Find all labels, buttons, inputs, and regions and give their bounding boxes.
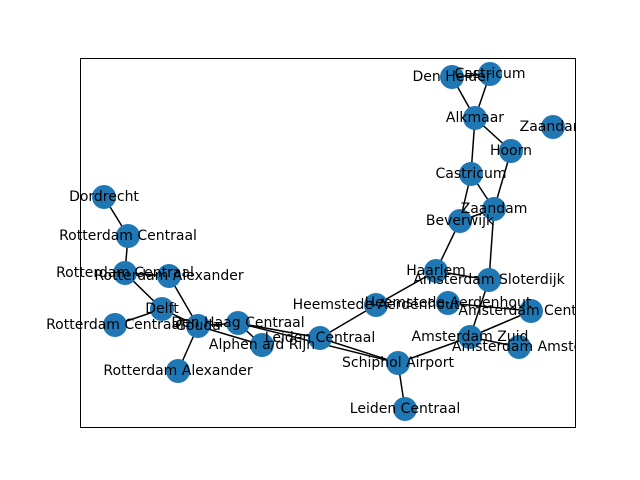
node-label-n24: Gouda [175, 318, 221, 334]
node-label-n5: Castricum [436, 166, 507, 182]
node-label-n18: Dordrecht [69, 189, 139, 205]
node-n26 [250, 333, 274, 357]
node-label-n2: Alkmaar [446, 110, 504, 126]
node-label-n10: Heemstede-Aerdenhout [293, 297, 460, 313]
node-label-n22: Delft [145, 301, 179, 317]
node-label-n1: Castricum [455, 66, 526, 82]
node-n18 [92, 185, 116, 209]
node-label-n7: Beverwijk [426, 213, 495, 229]
node-n11 [436, 291, 460, 315]
node-n5 [459, 162, 483, 186]
node-label-n21: Rotterdam Alexander [94, 268, 243, 284]
node-n27 [166, 359, 190, 383]
node-label-n9: Amsterdam Sloterdijk [413, 272, 565, 288]
plot-frame [80, 58, 576, 428]
node-n0 [440, 65, 464, 89]
node-n15 [308, 326, 332, 350]
node-n13 [458, 325, 482, 349]
node-n17 [393, 397, 417, 421]
node-label-n27: Rotterdam Alexander [103, 363, 252, 379]
node-label-n26: Alphen a/d Rijn [209, 337, 315, 353]
node-n20 [113, 261, 137, 285]
node-label-n25: Den Haag Centraal [171, 315, 304, 331]
label-layer: Den HelderCastricumAlkmaarZaandamHoornCa… [46, 66, 603, 417]
node-label-n11: Heemstede-Aerdenhout [365, 295, 532, 311]
node-n19 [116, 224, 140, 248]
node-n16 [386, 351, 410, 375]
node-n14 [507, 335, 531, 359]
node-label-n15: Leiden Centraal [265, 330, 375, 346]
node-n3 [541, 115, 565, 139]
node-label-n6: Zaandam [461, 201, 528, 217]
node-label-n19: Rotterdam Centraal [59, 228, 197, 244]
node-n25 [226, 311, 250, 335]
node-label-n8: Haarlem [406, 263, 466, 279]
node-n4 [499, 139, 523, 163]
node-label-n16: Schiphol Airport [342, 355, 454, 371]
node-n9 [477, 268, 501, 292]
node-label-n3: Zaandam [520, 119, 587, 135]
edge-n13-n16 [397, 336, 471, 364]
node-label-n12: Amsterdam Centraal [458, 303, 603, 319]
node-n7 [448, 209, 472, 233]
node-n24 [186, 314, 210, 338]
edge-n15-n16 [319, 337, 399, 364]
node-label-n0: Den Helder [412, 69, 491, 85]
node-n12 [519, 299, 543, 323]
node-label-n4: Hoorn [490, 143, 532, 159]
node-n8 [424, 259, 448, 283]
node-n6 [482, 197, 506, 221]
node-n10 [364, 293, 388, 317]
node-n23 [103, 313, 127, 337]
node-n1 [478, 62, 502, 86]
node-layer [92, 62, 565, 421]
edge-n11-n12 [447, 302, 532, 312]
node-n21 [157, 264, 181, 288]
node-label-n23: Rotterdam Centraal [46, 317, 184, 333]
edge-n15-n25 [237, 322, 321, 339]
node-label-n20: Rotterdam Centraal [56, 265, 194, 281]
node-n2 [463, 106, 487, 130]
node-label-n14: Amsterdam Amstel [452, 339, 586, 355]
node-label-n13: Amsterdam Zuid [412, 329, 529, 345]
node-label-n17: Leiden Centraal [350, 401, 460, 417]
node-n22 [150, 297, 174, 321]
